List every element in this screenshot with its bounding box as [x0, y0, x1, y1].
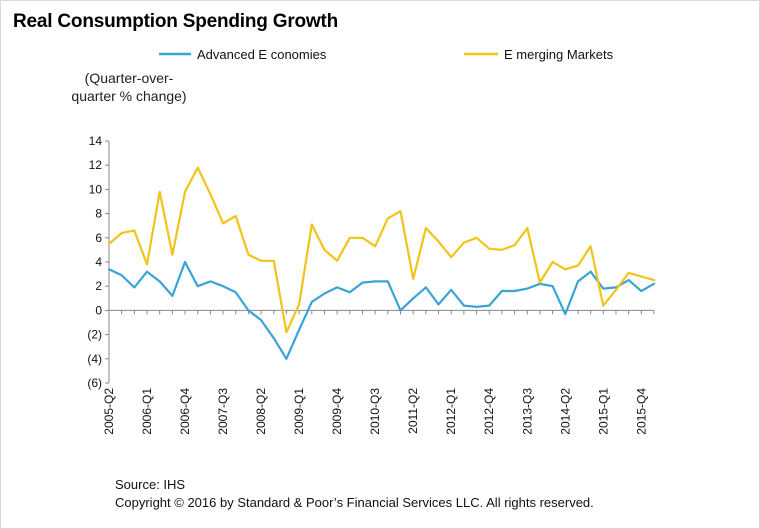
- axes: (6) (4) (2) 0 2 4 6 8 10 12 14 2005-Q2 2006-Q1 2006-Q…: [87, 134, 655, 435]
- x-tick-label: 2006-Q1: [140, 388, 154, 435]
- y-tick-label: 2: [95, 279, 102, 293]
- y-tick-label: 12: [89, 158, 103, 172]
- x-tick-label: 2011-Q2: [406, 388, 420, 434]
- x-tick-label: 2010-Q3: [368, 388, 382, 435]
- y-unit-label-line-2: quarter % change): [71, 88, 187, 104]
- legend-label-advanced-economies: Advanced E conomies: [197, 47, 327, 62]
- chart-footer: Source: IHS Copyright © 2016 by Standard…: [115, 476, 594, 512]
- y-tick-label: (6): [87, 376, 102, 390]
- x-tick-label: 2012-Q1: [444, 388, 458, 435]
- y-unit-label-line-1: (Quarter-over-: [84, 70, 174, 86]
- x-tick-label: 2014-Q2: [558, 388, 572, 435]
- y-tick-label: 10: [89, 182, 103, 196]
- copyright-note: Copyright © 2016 by Standard & Poor’s Fi…: [115, 495, 594, 510]
- y-tick-label: (2): [87, 328, 102, 342]
- source-note: Source: IHS: [115, 477, 186, 492]
- legend-label-emerging-markets: E merging Markets: [504, 47, 614, 62]
- x-tick-label: 2005-Q2: [102, 388, 116, 435]
- x-tick-label: 2007-Q3: [216, 388, 230, 435]
- y-tick-label: 0: [95, 303, 102, 317]
- series-layer: [107, 166, 656, 360]
- y-tick-label: 14: [89, 134, 103, 148]
- x-tick-label: 2013-Q3: [520, 388, 534, 435]
- x-tick-label: 2008-Q2: [254, 388, 268, 435]
- y-tick-label: (4): [87, 352, 102, 366]
- x-tick-label: 2015-Q4: [634, 388, 648, 435]
- line-chart: Advanced E conomies E merging Markets (6)…: [87, 47, 656, 435]
- x-tick-label: 2012-Q4: [482, 388, 496, 435]
- chart-title: Real Consumption Spending Growth: [13, 11, 339, 32]
- series-line-emerging-markets: [107, 166, 656, 334]
- y-tick-label: 4: [95, 255, 102, 269]
- x-tick-label: 2009-Q1: [292, 388, 306, 435]
- y-tick-label: 8: [95, 207, 102, 221]
- x-tick-label: 2009-Q4: [330, 388, 344, 435]
- y-unit-label: (Quarter-over- quarter % change): [59, 69, 199, 105]
- legend: Advanced E conomies E merging Markets: [159, 47, 614, 62]
- series-line-advanced-economies: [107, 260, 656, 360]
- y-tick-label: 6: [95, 231, 102, 245]
- x-tick-label: 2015-Q1: [596, 388, 610, 435]
- x-tick-label: 2006-Q4: [178, 388, 192, 435]
